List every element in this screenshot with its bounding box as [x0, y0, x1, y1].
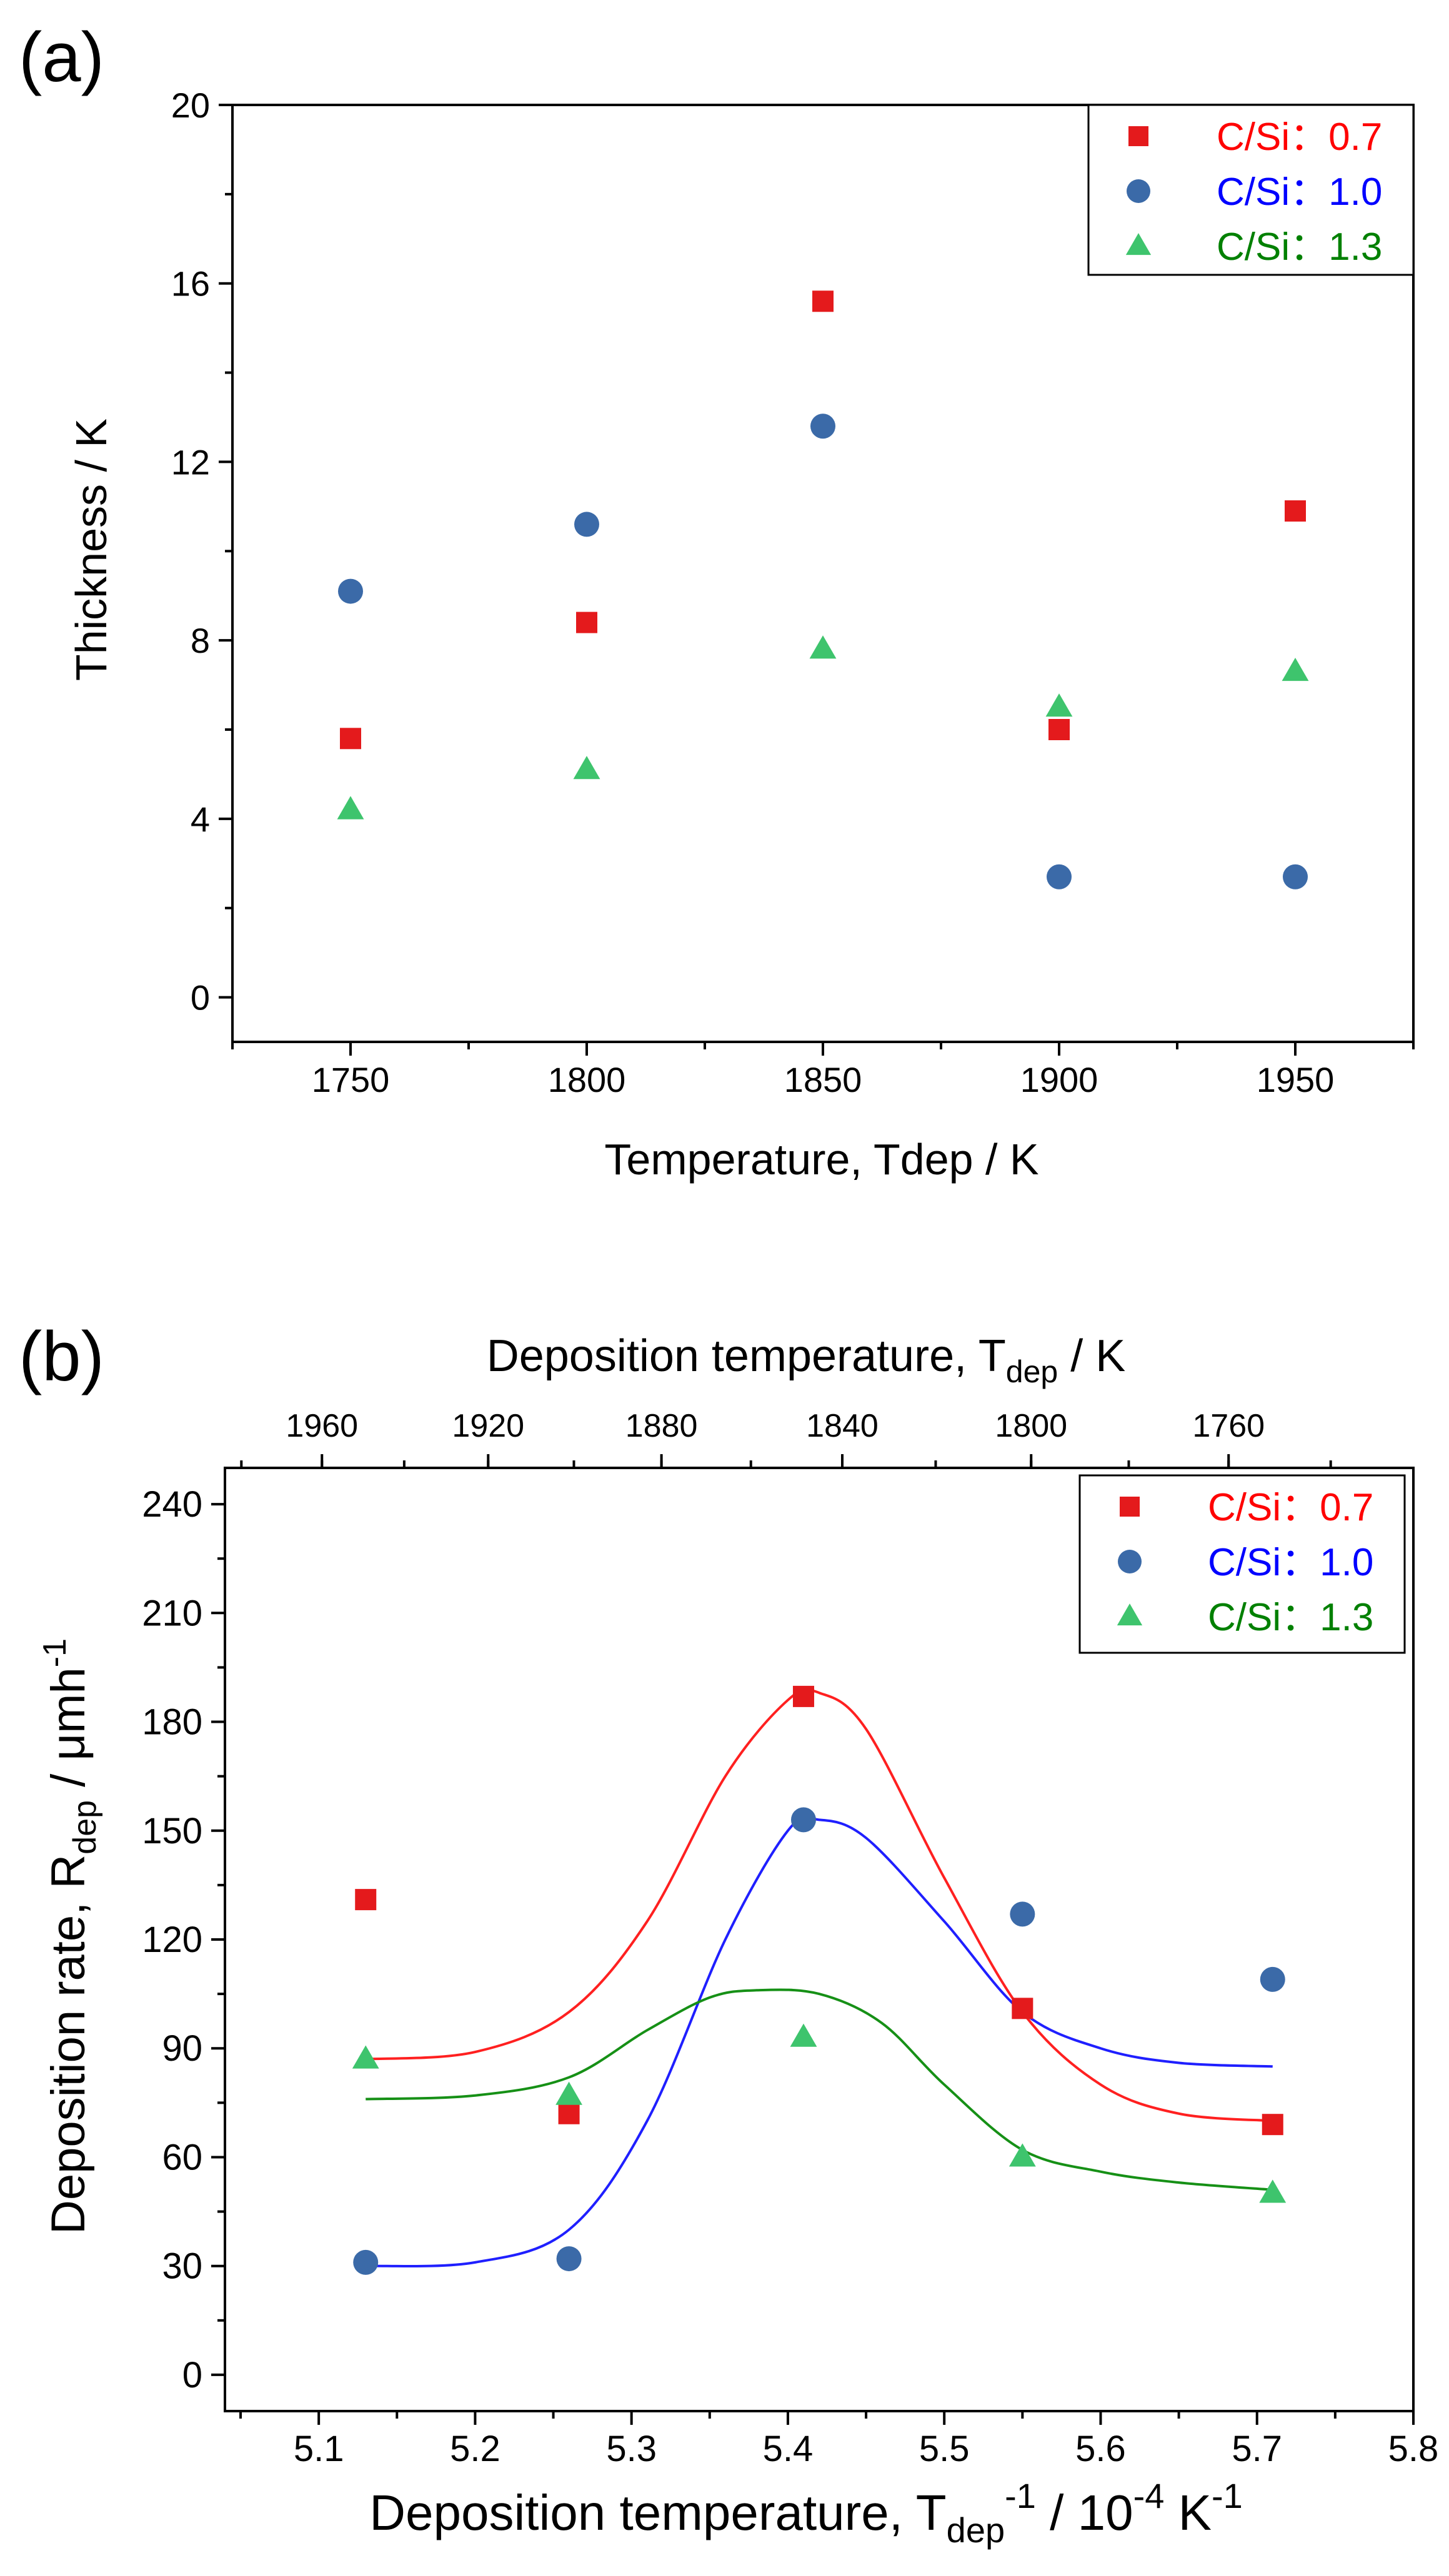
y-tick-label: 0	[191, 978, 210, 1018]
x2-tick-label: 1760	[1192, 1408, 1265, 1444]
data-point-series-2	[790, 1807, 816, 1833]
y-tick-label: 60	[162, 2137, 202, 2177]
x2-tick-label: 1840	[806, 1408, 879, 1444]
x-tick-label: 5.8	[1388, 2429, 1439, 2469]
legend-label-3: C/Si：1.3	[1217, 225, 1382, 269]
panel-b-marks	[352, 1685, 1287, 2275]
fit-curve-3	[366, 1988, 1273, 2191]
legend-label-1: C/Si：0.7	[1208, 1486, 1373, 1529]
data-point-series-2	[1010, 1901, 1035, 1927]
legend-label-3: C/Si：1.3	[1208, 1596, 1373, 1639]
y-tick-label: 12	[171, 442, 210, 482]
data-point-series-1	[1262, 2114, 1283, 2136]
panel-a-xlabel: Temperature, Tdep / K	[604, 1135, 1038, 1184]
data-point-series-1	[1048, 719, 1070, 740]
x-tick-label: 5.2	[450, 2429, 500, 2469]
data-point-series-1	[355, 1889, 377, 1911]
y-tick-label: 180	[142, 1702, 202, 1743]
x2-tick-label: 1960	[286, 1408, 358, 1444]
data-point-series-3	[790, 2023, 817, 2047]
panel-b-label: (b)	[19, 1317, 104, 1395]
y-tick-label: 150	[142, 1811, 202, 1851]
x2-tick-label: 1920	[452, 1408, 524, 1444]
fit-curve-1	[366, 1688, 1273, 2123]
y-tick-label: 90	[162, 2028, 202, 2069]
data-point-series-1	[812, 290, 834, 312]
legend-marker-2	[1118, 1550, 1142, 1573]
data-point-series-1	[558, 2103, 580, 2124]
data-point-series-2	[338, 578, 363, 604]
data-point-series-3	[809, 635, 837, 659]
x-tick-label: 5.5	[919, 2429, 970, 2469]
data-point-series-3	[352, 2045, 379, 2069]
panel-a-legend: C/Si：0.7 C/Si：1.0 C/Si：1.3	[1087, 104, 1415, 276]
legend-marker-1	[1120, 1497, 1140, 1517]
data-point-series-2	[353, 2249, 379, 2275]
x-tick-label: 1850	[784, 1060, 862, 1099]
y-tick-label: 120	[142, 1920, 202, 1960]
data-point-series-3	[1282, 658, 1309, 681]
y-tick-label: 16	[171, 264, 210, 304]
data-point-series-1	[792, 1685, 814, 1707]
x-tick-label: 1900	[1020, 1060, 1098, 1099]
y-tick-label: 0	[182, 2355, 202, 2395]
legend-marker-2	[1127, 179, 1150, 203]
panel-b-axes: 0 30 60 90 120 150 180 210 240 5.1 5.2 5.3 5.4 5.5 5.6…	[142, 1408, 1438, 2469]
x2-tick-label: 1880	[625, 1408, 698, 1444]
x-tick-label: 5.1	[294, 2429, 344, 2469]
panel-b-ylabel: Deposition rate, Rdep / μmh-1	[37, 1638, 103, 2234]
data-point-series-2	[574, 512, 599, 537]
x-tick-label: 1950	[1257, 1060, 1335, 1099]
legend-marker-1	[1128, 126, 1148, 146]
x-tick-label: 1800	[548, 1060, 626, 1099]
y-tick-label: 4	[191, 800, 210, 839]
x2-tick-label: 1800	[995, 1408, 1067, 1444]
panel-b: (b) 0 30 60 90 120 150 180 210 240 5.1 5.2 5.3 5.4 5.…	[19, 1317, 1438, 2550]
y-tick-label: 20	[171, 86, 210, 125]
legend-label-2: C/Si：1.0	[1208, 1541, 1373, 1584]
panel-b-x2label: Deposition temperature, Tdep / K	[487, 1331, 1126, 1389]
x-tick-label: 5.6	[1075, 2429, 1126, 2469]
legend-marker-3	[1125, 233, 1152, 255]
data-point-series-2	[1260, 1966, 1285, 1992]
x-tick-label: 5.3	[606, 2429, 657, 2469]
panel-b-xlabel: Deposition temperature, Tdep-1 / 10-4 K-…	[369, 2476, 1243, 2550]
x-tick-label: 5.4	[763, 2429, 814, 2469]
data-point-series-3	[1008, 2143, 1036, 2167]
panel-b-legend: C/Si：0.7 C/Si：1.0 C/Si：1.3	[1078, 1474, 1406, 1654]
data-point-series-2	[810, 414, 835, 439]
panel-a-axes: 0 4 8 12 16 20 1750 1800 1850 1900 1950	[171, 86, 1415, 1099]
data-point-series-2	[1283, 864, 1308, 889]
legend-label-2: C/Si：1.0	[1217, 171, 1382, 214]
data-point-series-1	[576, 612, 597, 633]
y-tick-label: 210	[142, 1593, 202, 1633]
panel-a-ylabel: Thickness / K	[67, 419, 116, 681]
panel-a: (a) 0 4 8 12 16 20 1750 1800 1850 1900 1950 Temper…	[19, 18, 1415, 1184]
data-point-series-3	[573, 756, 600, 780]
x-tick-label: 5.7	[1232, 2429, 1282, 2469]
data-point-series-2	[556, 2246, 582, 2272]
y-tick-label: 30	[162, 2246, 202, 2287]
y-tick-label: 240	[142, 1484, 202, 1525]
data-point-series-3	[555, 2081, 582, 2105]
data-point-series-3	[337, 796, 364, 820]
y-tick-label: 8	[191, 621, 210, 660]
panel-a-marks	[337, 290, 1309, 889]
data-point-series-1	[340, 728, 361, 750]
panel-b-fit-curves	[366, 1688, 1273, 2268]
fit-curve-2	[366, 1816, 1273, 2268]
panel-a-label: (a)	[19, 18, 104, 96]
data-point-series-2	[1047, 864, 1072, 889]
data-point-series-1	[1285, 500, 1306, 522]
x-tick-label: 1750	[312, 1060, 390, 1099]
legend-label-1: C/Si：0.7	[1217, 116, 1382, 159]
legend-marker-3	[1117, 1603, 1143, 1626]
data-point-series-3	[1259, 2179, 1287, 2203]
data-point-series-3	[1045, 693, 1073, 717]
data-point-series-1	[1012, 1998, 1033, 2019]
